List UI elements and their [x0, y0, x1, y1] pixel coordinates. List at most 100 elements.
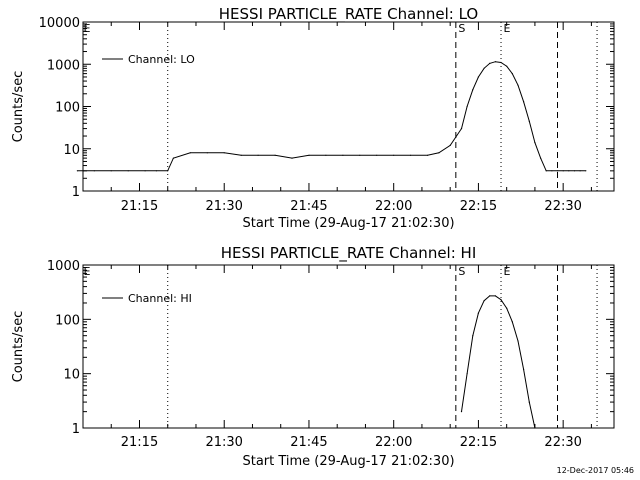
- corner-label: E: [84, 22, 91, 35]
- x-tick-label: 21:15: [121, 435, 158, 450]
- data-point: [93, 170, 95, 172]
- data-point: [472, 89, 474, 91]
- series-line: [77, 61, 586, 172]
- corner-label: E: [84, 265, 91, 278]
- data-point: [483, 300, 485, 302]
- data-point: [472, 335, 474, 337]
- data-point: [127, 170, 129, 172]
- data-point: [483, 67, 485, 69]
- data-point: [511, 73, 513, 75]
- data-point: [376, 154, 378, 156]
- y-axis-label: Counts/sec: [11, 71, 26, 143]
- data-point: [460, 411, 463, 413]
- data-point: [393, 154, 395, 156]
- data-point: [274, 154, 276, 156]
- data-point: [155, 170, 157, 172]
- data-point: [76, 170, 78, 172]
- data-point: [466, 373, 468, 375]
- data-point: [172, 157, 174, 159]
- series-line: [461, 295, 536, 429]
- data-point: [477, 312, 479, 314]
- x-axis-label: Start Time (29-Aug-17 21:02:30): [242, 454, 454, 469]
- legend-label: Channel: HI: [128, 292, 192, 305]
- data-point: [477, 76, 479, 78]
- data-point: [144, 170, 146, 172]
- x-tick-label: 22:30: [544, 199, 581, 214]
- y-tick-label: 1: [72, 422, 80, 437]
- data-point: [167, 170, 169, 172]
- x-axis-label: Start Time (29-Aug-17 21:02:30): [242, 216, 454, 231]
- data-point: [449, 144, 451, 146]
- chart-title: HESSI PARTICLE_RATE Channel: LO: [219, 5, 478, 24]
- y-tick-label: 1000: [47, 259, 80, 274]
- x-tick-label: 21:45: [290, 199, 327, 214]
- chart-panel-2: HESSI PARTICLE_RATE Channel: HI 1 10 100 100…: [11, 244, 615, 469]
- data-point: [585, 170, 587, 172]
- event-line-label: S: [458, 22, 465, 35]
- data-point: [427, 154, 429, 156]
- x-tick-label: 21:30: [205, 199, 242, 214]
- data-point: [325, 154, 327, 156]
- data-point: [460, 128, 463, 130]
- x-tick-label: 22:30: [544, 435, 581, 450]
- data-point: [410, 154, 412, 156]
- data-point: [291, 157, 293, 159]
- data-point: [534, 142, 536, 144]
- data-point: [206, 152, 208, 154]
- data-point: [257, 154, 259, 156]
- y-tick-label: 1000: [47, 58, 80, 73]
- generated-timestamp: 12-Dec-2017 05:46: [556, 466, 634, 475]
- data-point: [500, 61, 502, 64]
- data-point: [506, 307, 508, 309]
- data-point: [528, 401, 530, 403]
- data-point: [534, 427, 536, 429]
- data-point: [523, 101, 525, 103]
- data-point: [523, 368, 525, 370]
- data-point: [528, 120, 530, 122]
- data-point: [110, 170, 112, 172]
- data-point: [517, 340, 519, 342]
- chart-panel-1: HESSI PARTICLE_RATE Channel: LO 1 10 100 100…: [11, 5, 615, 231]
- data-point: [359, 154, 361, 156]
- y-tick-label: 100: [55, 313, 80, 328]
- data-point: [240, 154, 242, 156]
- y-tick-label: 100: [55, 101, 80, 116]
- data-point: [438, 152, 440, 154]
- data-point: [223, 152, 225, 154]
- data-point: [506, 65, 508, 67]
- data-point: [494, 61, 496, 63]
- x-tick-label: 22:00: [375, 435, 412, 450]
- event-line-label: S: [458, 265, 465, 278]
- x-tick-label: 22:15: [460, 199, 497, 214]
- x-tick-label: 21:15: [121, 199, 158, 214]
- data-point: [466, 105, 468, 108]
- data-point: [545, 170, 547, 172]
- data-point: [511, 321, 513, 323]
- data-point: [540, 157, 542, 159]
- data-point: [500, 299, 502, 301]
- data-point: [494, 295, 496, 297]
- data-point: [342, 154, 344, 156]
- data-point: [489, 62, 491, 64]
- plot-frame: [82, 264, 615, 429]
- event-line-label: E: [504, 265, 511, 278]
- x-tick-label: 21:45: [290, 435, 327, 450]
- data-point: [189, 152, 191, 154]
- data-point: [579, 170, 581, 172]
- data-point: [551, 170, 553, 172]
- data-point: [308, 154, 310, 156]
- y-tick-label: 1: [72, 185, 80, 200]
- data-point: [517, 84, 519, 86]
- data-point: [568, 170, 570, 172]
- y-tick-label: 10: [63, 143, 80, 158]
- data-point: [573, 170, 576, 172]
- x-tick-label: 22:00: [375, 199, 412, 214]
- data-point: [556, 170, 559, 172]
- plot-frame: [82, 21, 615, 192]
- y-tick-label: 10000: [39, 16, 80, 31]
- y-tick-label: 10: [63, 368, 80, 383]
- x-tick-label: 21:30: [205, 435, 242, 450]
- data-point: [562, 170, 564, 172]
- y-axis-label: Counts/sec: [11, 311, 26, 383]
